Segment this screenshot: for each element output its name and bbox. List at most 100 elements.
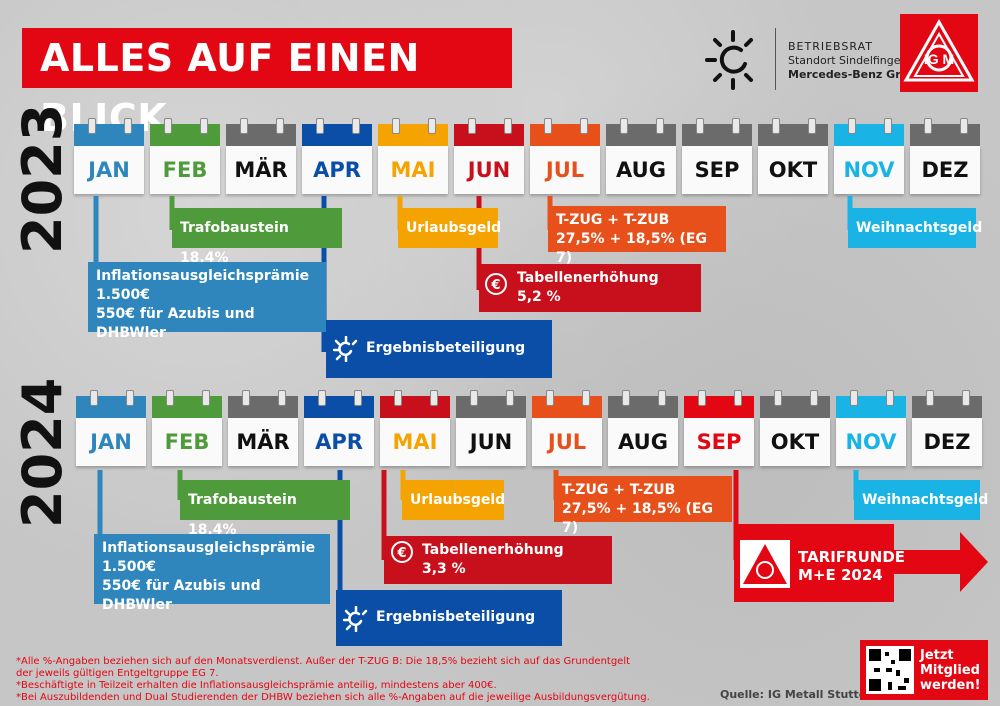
inflation-box-2024: Inflationsausgleichsprämie 1.500€ 550€ für…	[94, 534, 330, 613]
calendar-ring	[886, 390, 894, 406]
calendar-ring	[620, 118, 628, 134]
calendar-ring	[506, 390, 514, 406]
calendar-ring	[202, 390, 210, 406]
tarifrunde-arrow	[734, 524, 988, 602]
calendar-ring	[504, 118, 512, 134]
calendar-ring	[166, 390, 174, 406]
calendar-ring	[622, 390, 630, 406]
calendar-month-label: AUG	[608, 418, 678, 466]
calendar-month-label: JAN	[76, 418, 146, 466]
weihnacht-box-2024: Weihnachtsgeld	[854, 480, 988, 520]
calendar-ring	[732, 118, 740, 134]
calendar-jul: JUL	[532, 390, 602, 466]
calendar-ring	[352, 118, 360, 134]
calendar-ring	[90, 390, 98, 406]
join-label[interactable]: Jetzt Mitglied werden!	[920, 648, 981, 693]
calendar-ring	[200, 118, 208, 134]
calendar-ring	[394, 390, 402, 406]
calendar-month-label: APR	[304, 418, 374, 466]
calendar-month-label: DEZ	[910, 146, 980, 194]
calendar-month-label: AUG	[606, 146, 676, 194]
calendar-ring	[924, 118, 932, 134]
source-label: Quelle: IG Metall Stuttgart	[720, 688, 885, 701]
calendar-month-label: APR	[302, 146, 372, 194]
calendar-jun: JUN	[454, 118, 524, 194]
calendar-ring	[276, 118, 284, 134]
calendar-ring	[242, 390, 250, 406]
calendar-nov: NOV	[836, 390, 906, 466]
igmetall-logo-icon: IG M	[903, 18, 975, 82]
calendar-ring	[734, 390, 742, 406]
calendar-month-label: NOV	[836, 418, 906, 466]
calendar-month-label: MÄR	[226, 146, 296, 194]
logo-divider	[775, 28, 776, 90]
calendar-header	[74, 118, 144, 146]
calendar-jul: JUL	[530, 118, 600, 194]
calendar-month-label: JUN	[456, 418, 526, 466]
calendar-ring	[658, 390, 666, 406]
calendar-dez: DEZ	[910, 118, 980, 194]
calendar-month-label: JUL	[530, 146, 600, 194]
calendar-ring	[470, 390, 478, 406]
calendar-ring	[468, 118, 476, 134]
calendar-ring	[354, 390, 362, 406]
calendar-header	[608, 390, 678, 418]
calendar-ring	[546, 390, 554, 406]
join-box[interactable]: Jetzt Mitglied werden!	[860, 640, 988, 700]
calendar-ring	[582, 390, 590, 406]
tzug-box-2024: T-ZUG + T-ZUB 27,5% + 18,5% (EG 7)	[554, 476, 732, 536]
betriebsrat-label: BETRIEBSRAT Standort Sindelfingen Merced…	[788, 40, 924, 81]
calendar-aug: AUG	[606, 118, 676, 194]
ergebnis-box-2024: Ergebnisbeteiligung	[336, 590, 562, 646]
calendar-ring	[960, 118, 968, 134]
calendar-header	[532, 390, 602, 418]
calendar-header	[226, 118, 296, 146]
calendar-header	[684, 390, 754, 418]
qr-code-icon	[869, 649, 911, 691]
calendar-month-label: FEB	[152, 418, 222, 466]
calendar-month-label: SEP	[682, 146, 752, 194]
qr-code[interactable]	[866, 646, 914, 694]
tarifrunde-label: TARIFRUNDE M+E 2024	[798, 548, 906, 584]
calendar-header	[378, 118, 448, 146]
calendar-feb: FEB	[150, 118, 220, 194]
sun-icon	[333, 336, 358, 362]
calendar-sep: SEP	[682, 118, 752, 194]
calendar-jan: JAN	[76, 390, 146, 466]
calendar-ring	[884, 118, 892, 134]
tzug-box-2023: T-ZUG + T-ZUB 27,5% + 18,5% (EG 7)	[548, 206, 726, 266]
calendar-ring	[808, 118, 816, 134]
calendar-header	[758, 118, 828, 146]
calendar-ring	[810, 390, 818, 406]
calendar-month-label: OKT	[758, 146, 828, 194]
calendar-header	[304, 390, 374, 418]
calendar-header	[76, 390, 146, 418]
calendar-ring	[580, 118, 588, 134]
calendar-month-label: JUL	[532, 418, 602, 466]
calendar-feb: FEB	[152, 390, 222, 466]
calendar-nov: NOV	[834, 118, 904, 194]
igmetall-small-icon	[743, 544, 787, 584]
tabelle-box-2024: Tabellenerhöhung 3,3 %	[384, 536, 612, 584]
calendar-mär: MÄR	[226, 118, 296, 194]
sun-logo-icon	[705, 30, 753, 90]
calendar-month-label: JAN	[74, 146, 144, 194]
calendar-header	[836, 390, 906, 418]
euro-up-icon: €	[485, 273, 507, 295]
euro-up-icon-2024: €	[391, 541, 413, 563]
calendar-jan: JAN	[74, 118, 144, 194]
calendar-header	[302, 118, 372, 146]
calendar-header	[150, 118, 220, 146]
calendar-okt: OKT	[758, 118, 828, 194]
calendar-ring	[430, 390, 438, 406]
calendar-header	[760, 390, 830, 418]
footnotes: *Alle %-Angaben beziehen sich auf den Mo…	[16, 656, 650, 703]
calendar-header	[454, 118, 524, 146]
calendar-ring	[698, 390, 706, 406]
calendar-month-label: FEB	[150, 146, 220, 194]
calendar-ring	[544, 118, 552, 134]
calendar-header	[380, 390, 450, 418]
calendar-month-label: MAI	[380, 418, 450, 466]
calendar-header	[910, 118, 980, 146]
tabelle-box-2023: Tabellenerhöhung 5,2 %	[479, 264, 701, 312]
